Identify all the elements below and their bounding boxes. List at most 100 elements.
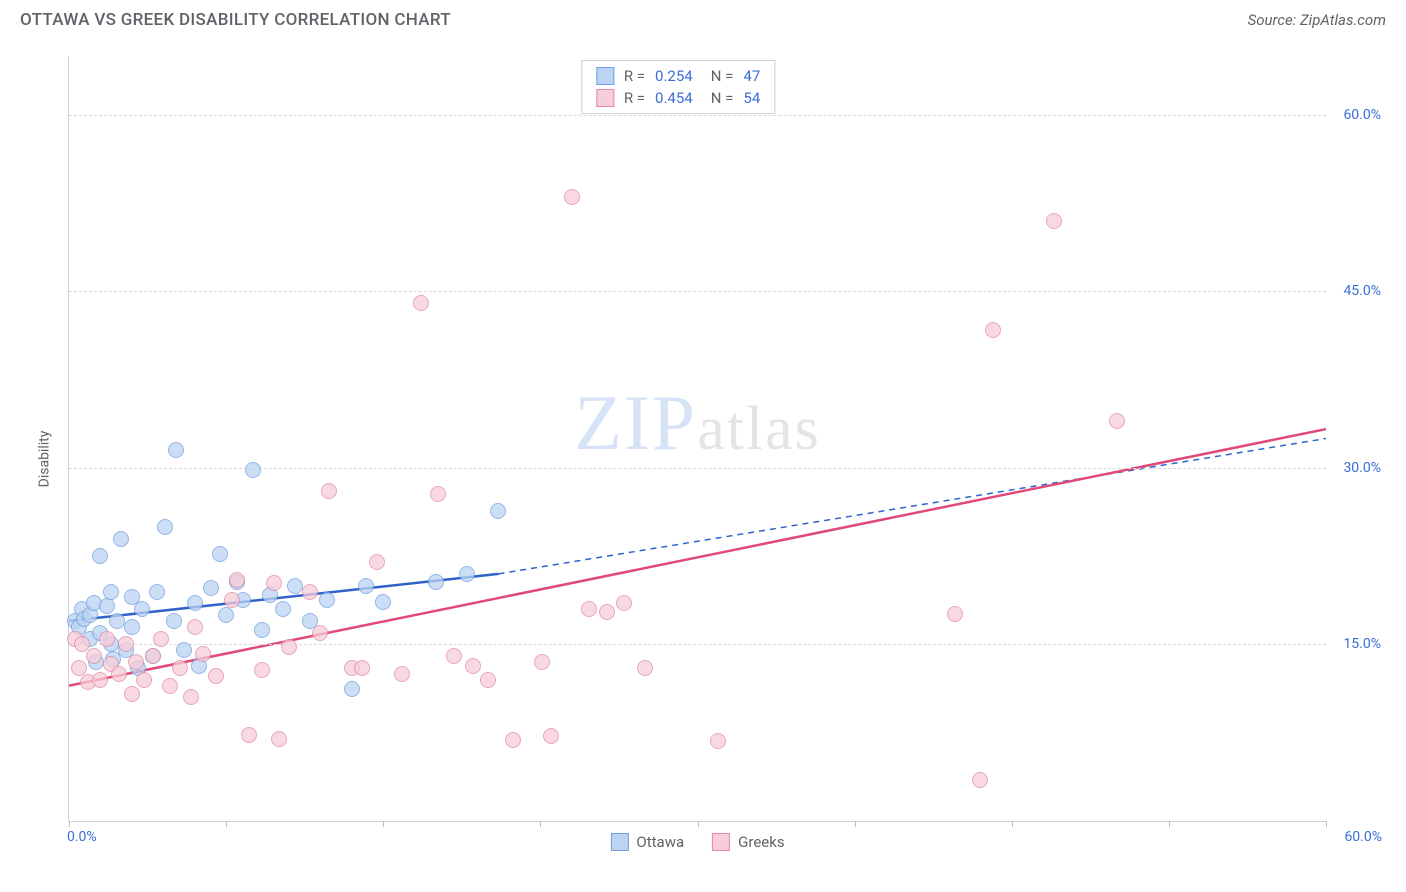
data-point [599,604,615,620]
x-tick [1169,821,1170,827]
data-point [281,639,297,655]
data-point [153,631,169,647]
data-point [480,672,496,688]
y-axis-label: Disability [36,431,52,488]
data-point [172,660,188,676]
data-point [111,666,127,682]
data-point [113,531,129,547]
chart-title: OTTAWA VS GREEK DISABILITY CORRELATION C… [20,10,451,30]
data-point [505,732,521,748]
x-tick [540,821,541,827]
data-point [203,580,219,596]
data-point [166,613,182,629]
legend-stat-row: R =0.454N =54 [582,87,774,109]
data-point [128,654,144,670]
data-point [358,578,374,594]
data-point [176,642,192,658]
data-point [271,731,287,747]
legend-item: Greeks [712,833,784,851]
x-tick [698,821,699,827]
gridline [69,115,1326,116]
data-point [118,636,134,652]
data-point [312,625,328,641]
chart-container: Disability ZIPatlas R =0.254N =47R =0.45… [20,46,1386,872]
data-point [183,689,199,705]
x-tick [226,821,227,827]
data-point [287,578,303,594]
data-point [344,681,360,697]
trend-lines [69,56,1326,821]
data-point [710,733,726,749]
watermark: ZIPatlas [574,378,821,468]
data-point [947,606,963,622]
data-point [490,503,506,519]
data-point [637,660,653,676]
data-point [465,658,481,674]
data-point [168,442,184,458]
legend-series: OttawaGreeks [610,833,784,851]
data-point [254,622,270,638]
data-point [109,613,125,629]
data-point [157,519,173,535]
data-point [224,592,240,608]
data-point [319,592,335,608]
data-point [616,595,632,611]
data-point [321,483,337,499]
gridline [69,291,1326,292]
data-point [1046,213,1062,229]
data-point [229,572,245,588]
data-point [86,648,102,664]
gridline [69,644,1326,645]
data-point [134,601,150,617]
data-point [564,189,580,205]
data-point [162,678,178,694]
data-point [99,631,115,647]
x-tick [383,821,384,827]
data-point [149,584,165,600]
data-point [972,772,988,788]
x-tick [1326,821,1327,827]
data-point [275,601,291,617]
x-tick [69,821,70,827]
y-tick-label: 45.0% [1331,283,1381,299]
data-point [266,575,282,591]
scatter-plot: ZIPatlas R =0.254N =47R =0.454N =54 0.0%… [68,56,1326,822]
data-point [124,619,140,635]
data-point [1109,413,1125,429]
data-point [413,295,429,311]
x-tick [1012,821,1013,827]
data-point [241,727,257,743]
data-point [428,574,444,590]
x-axis-min-label: 0.0% [67,829,97,845]
data-point [459,566,475,582]
data-point [92,672,108,688]
data-point [446,648,462,664]
data-point [99,598,115,614]
data-point [581,601,597,617]
data-point [92,548,108,564]
data-point [985,322,1001,338]
y-tick-label: 60.0% [1331,107,1381,123]
x-tick [855,821,856,827]
data-point [543,728,559,744]
data-point [187,619,203,635]
data-point [187,595,203,611]
data-point [218,607,234,623]
legend-stat-row: R =0.254N =47 [582,65,774,87]
data-point [195,646,211,662]
data-point [245,462,261,478]
data-point [254,662,270,678]
data-point [430,486,446,502]
data-point [302,584,318,600]
data-point [136,672,152,688]
source-label: Source: ZipAtlas.com [1248,11,1386,29]
data-point [208,668,224,684]
data-point [534,654,550,670]
data-point [375,594,391,610]
y-tick-label: 15.0% [1331,636,1381,652]
data-point [369,554,385,570]
data-point [212,546,228,562]
data-point [354,660,370,676]
data-point [103,584,119,600]
data-point [394,666,410,682]
